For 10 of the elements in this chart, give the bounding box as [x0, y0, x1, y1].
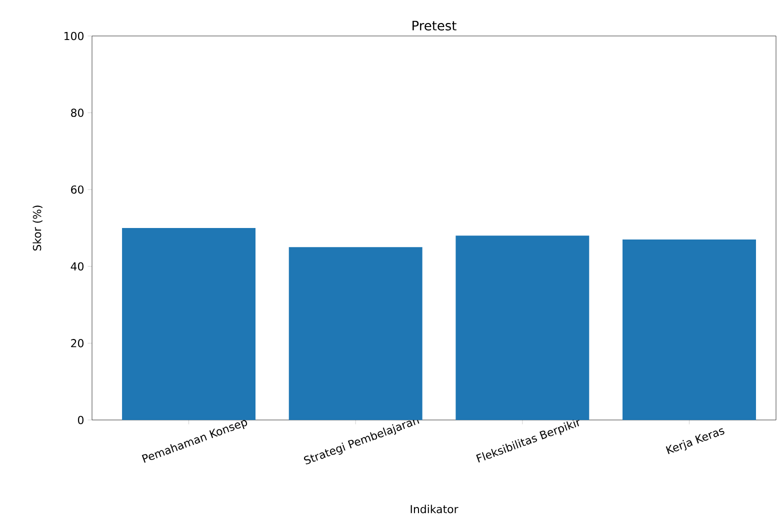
y-tick-label: 100 [64, 32, 84, 40]
y-tick-label: 80 [71, 108, 84, 117]
y-axis-title: Skor (%) [32, 206, 42, 251]
y-tick-label: 0 [78, 416, 84, 424]
x-axis-title: Indikator [410, 504, 458, 514]
y-tick-label: 40 [70, 262, 84, 271]
y-tick-label: 20 [71, 339, 84, 348]
y-tick-label: 60 [71, 185, 84, 194]
chart-title: Pretest [412, 20, 456, 30]
x-tick-label: Kerja Keras [666, 428, 724, 454]
